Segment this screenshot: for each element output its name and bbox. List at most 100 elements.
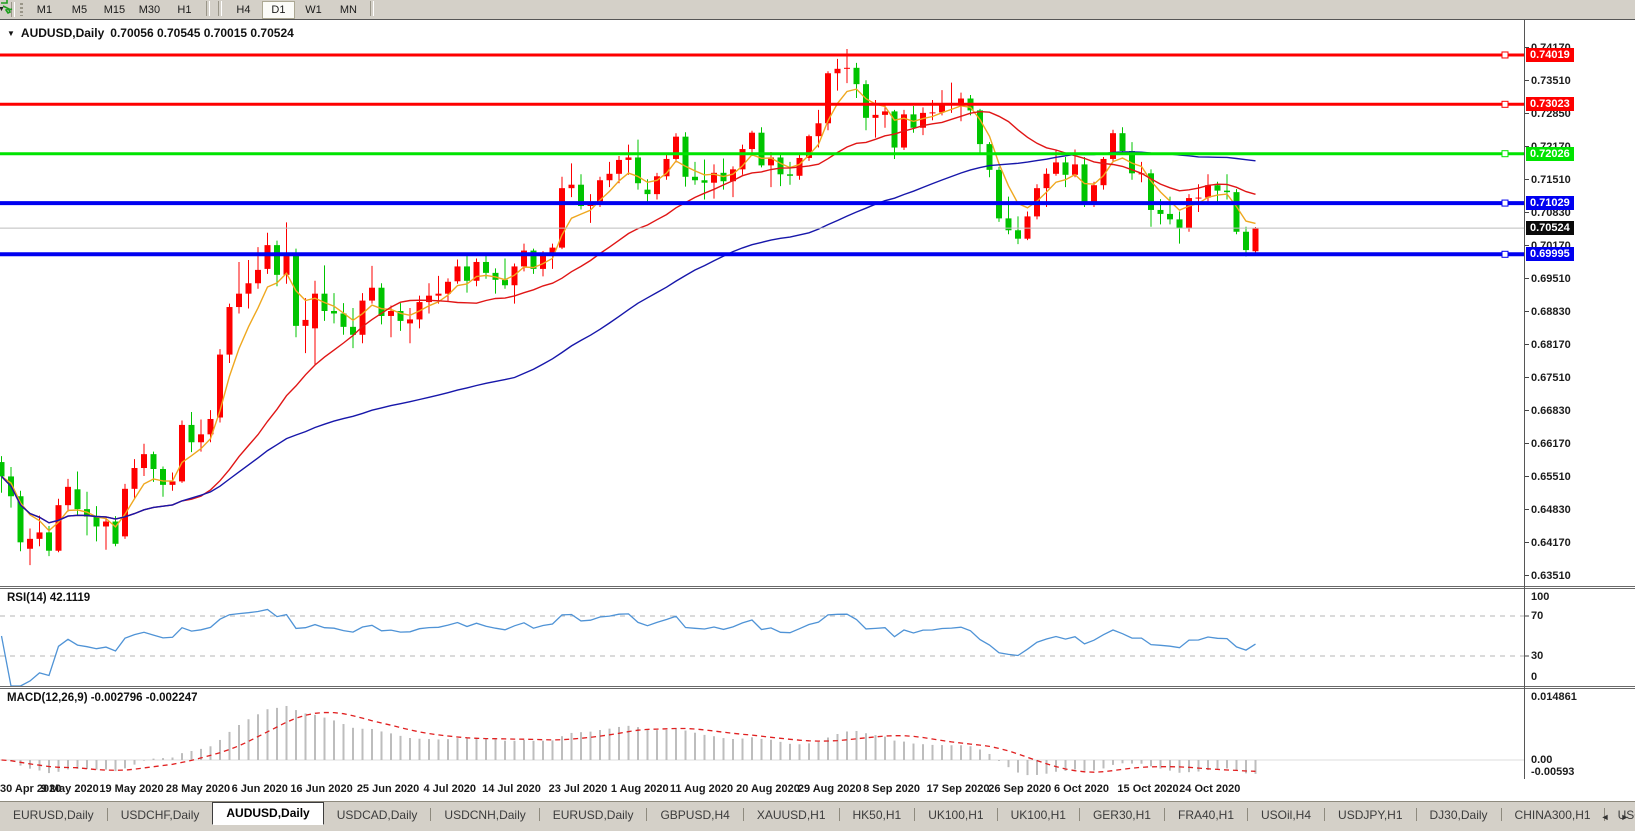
price-tick: 0.63510 xyxy=(1531,569,1571,582)
ohlc-readout: 0.70056 0.70545 0.70015 0.70524 xyxy=(110,26,294,40)
rsi-pane[interactable]: 100 70 30 0 RSI(14) 42.1119 xyxy=(0,589,1635,686)
date-tick: 19 May 2020 xyxy=(99,783,164,795)
date-tick: 8 Sep 2020 xyxy=(863,783,920,795)
price-line-badge: 0.71029 xyxy=(1526,196,1574,211)
symbol-tab-usdchf[interactable]: USDCHF,Daily xyxy=(120,808,200,822)
price-tick: 0.73510 xyxy=(1531,74,1571,87)
date-tick: 28 May 2020 xyxy=(165,783,231,795)
rsi-axis-tick: 30 xyxy=(1531,650,1544,662)
symbol-tab-ger30[interactable]: GER30,H1 xyxy=(1092,808,1151,822)
symbol-tab-dj30[interactable]: DJ30,Daily xyxy=(1429,808,1488,822)
rsi-value: 42.1119 xyxy=(46,592,91,604)
macd-name: MACD(12,26,9) xyxy=(7,692,88,704)
date-tick: 29 Aug 2020 xyxy=(797,783,862,795)
toolbar-separator xyxy=(217,0,222,16)
rsi-name: RSI(14) xyxy=(7,592,47,604)
date-tick: 26 Sep 2020 xyxy=(988,783,1052,795)
price-tick: 0.68170 xyxy=(1531,338,1571,351)
date-tick: 25 Jun 2020 xyxy=(356,783,420,795)
symbol-tab-hk50[interactable]: HK50,H1 xyxy=(852,808,902,822)
timeframe-button-h4[interactable]: H4 xyxy=(236,3,251,16)
date-tick: 20 Aug 2020 xyxy=(736,783,800,795)
symbol-tab-eurusd[interactable]: EURUSD,Daily xyxy=(552,808,634,822)
date-tick: 23 Jul 2020 xyxy=(548,783,608,795)
pane-divider[interactable] xyxy=(0,686,1635,689)
symbol-period-label: AUDUSD,Daily xyxy=(20,26,105,40)
tab-separator xyxy=(430,808,432,821)
pane-divider[interactable] xyxy=(0,586,1635,589)
tab-separator xyxy=(742,808,744,821)
timeframe-button-h1[interactable]: H1 xyxy=(177,3,192,16)
timeframe-button-m15[interactable]: M15 xyxy=(103,3,126,16)
symbol-tab-china300[interactable]: CHINA300,H1 xyxy=(1514,808,1591,822)
tab-separator xyxy=(106,808,108,821)
symbol-tab-audusd-active[interactable]: AUDUSD,Daily xyxy=(212,802,324,825)
chart-title: ▼ AUDUSD,Daily 0.70056 0.70545 0.70015 0.7… xyxy=(7,26,294,40)
tab-separator xyxy=(1078,808,1080,821)
bid-price-badge: 0.70524 xyxy=(1526,221,1574,236)
symbol-tab-bar: EURUSD,Daily USDCHF,Daily AUDUSD,Daily USDC… xyxy=(0,801,1635,825)
macd-axis-tick: 0.00 xyxy=(1531,754,1553,766)
symbol-tab-xauusd[interactable]: XAUUSD,H1 xyxy=(756,808,826,822)
price-line-badge: 0.74019 xyxy=(1526,47,1574,62)
date-tick: 24 Oct 2020 xyxy=(1179,783,1241,795)
timeframe-button-w1[interactable]: W1 xyxy=(305,3,322,16)
rsi-axis-tick: 100 xyxy=(1531,591,1550,603)
price-chart-pane[interactable]: 0.741700.735100.728500.721700.715100.708… xyxy=(0,20,1635,586)
rsi-axis-tick: 0 xyxy=(1531,671,1538,683)
tab-scroll-right-icon[interactable]: ► xyxy=(1620,812,1630,822)
timeframe-button-d1[interactable]: D1 xyxy=(261,0,295,19)
date-tick: 4 Jul 2020 xyxy=(423,783,477,795)
timeframe-button-mn[interactable]: MN xyxy=(339,3,357,16)
price-tick: 0.71510 xyxy=(1531,173,1571,186)
price-axis-line xyxy=(1524,20,1525,779)
date-tick: 6 Jun 2020 xyxy=(231,783,288,795)
chart-window: 0.741700.735100.728500.721700.715100.708… xyxy=(0,19,1635,781)
date-tick: 17 Sep 2020 xyxy=(926,783,990,795)
macd-axis-tick: -0.00593 xyxy=(1531,766,1575,778)
price-tick: 0.64830 xyxy=(1531,503,1571,516)
tab-scroll-left-icon[interactable]: ◄ xyxy=(1600,812,1610,822)
tab-separator xyxy=(538,808,540,821)
toolbar-separator xyxy=(369,0,374,16)
macd-pane[interactable]: 0.014861 0.00 -0.00593 MACD(12,26,9) -0.002… xyxy=(0,689,1635,779)
macd-axis-tick: 0.014861 xyxy=(1531,691,1577,703)
price-tick: 0.69510 xyxy=(1531,272,1571,285)
macd-values: -0.002796 -0.002247 xyxy=(87,692,198,704)
date-tick: 16 Jun 2020 xyxy=(290,783,353,795)
tab-separator xyxy=(1163,808,1165,821)
tab-separator xyxy=(1247,808,1249,821)
symbol-tab-usdcnh[interactable]: USDCNH,Daily xyxy=(444,808,526,822)
toolbar-separator xyxy=(205,0,210,16)
symbol-tab-usoil[interactable]: USOil,H1 xyxy=(1617,808,1635,822)
time-axis[interactable]: 30 Apr 2020 9 May 2020 19 May 2020 28 May 2… xyxy=(0,780,1635,801)
rsi-chart[interactable] xyxy=(0,589,1635,686)
symbol-tab-usoil[interactable]: USOil,H4 xyxy=(1261,808,1312,822)
symbol-tab-eurusd[interactable]: EURUSD,Daily xyxy=(13,808,94,822)
price-tick: 0.66170 xyxy=(1531,437,1571,450)
symbol-tab-usdcad[interactable]: USDCAD,Daily xyxy=(336,808,418,822)
tab-separator xyxy=(1324,808,1326,821)
chevron-down-icon[interactable]: ▼ xyxy=(0,6,5,13)
date-tick: 15 Oct 2020 xyxy=(1117,783,1179,795)
symbol-tab-usdjpy[interactable]: USDJPY,H1 xyxy=(1338,808,1403,822)
symbol-tab-uk100[interactable]: UK100,H1 xyxy=(1010,808,1066,822)
tab-separator xyxy=(838,808,840,821)
price-line-badge: 0.69995 xyxy=(1526,247,1574,262)
symbol-tab-uk100[interactable]: UK100,H1 xyxy=(928,808,984,822)
macd-chart[interactable] xyxy=(0,689,1635,779)
toolbar-grip[interactable] xyxy=(19,3,23,16)
date-tick: 30 Apr 2020 xyxy=(0,783,62,795)
price-tick: 0.68830 xyxy=(1531,305,1571,318)
collapse-icon[interactable]: ▼ xyxy=(7,28,15,38)
candlestick-chart[interactable] xyxy=(0,20,1635,586)
date-tick: 11 Aug 2020 xyxy=(669,783,734,795)
symbol-tab-gbpusd[interactable]: GBPUSD,H4 xyxy=(660,808,730,822)
tab-separator xyxy=(1415,808,1417,821)
timeframe-button-m1[interactable]: M1 xyxy=(36,3,53,16)
price-tick: 0.66830 xyxy=(1531,404,1571,417)
timeframe-button-m30[interactable]: M30 xyxy=(138,3,161,16)
symbol-tab-fra40[interactable]: FRA40,H1 xyxy=(1177,808,1235,822)
timeframe-button-m5[interactable]: M5 xyxy=(71,3,88,16)
